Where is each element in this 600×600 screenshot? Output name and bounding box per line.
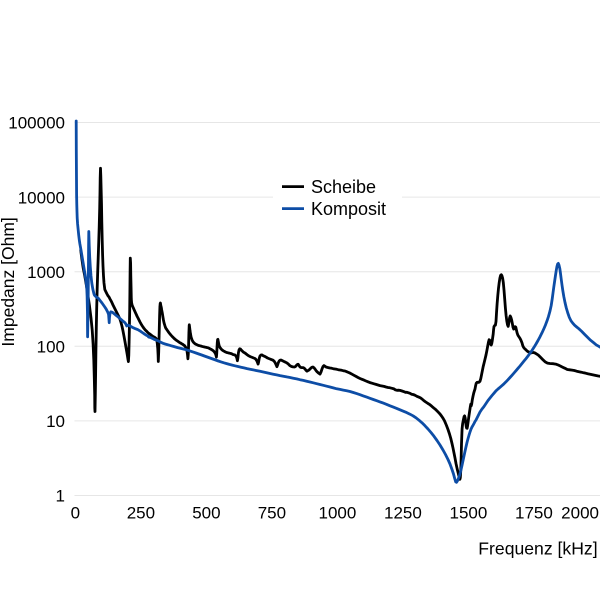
svg-text:1000: 1000 bbox=[27, 263, 65, 282]
svg-text:100000: 100000 bbox=[8, 114, 65, 133]
svg-text:1250: 1250 bbox=[384, 504, 422, 523]
svg-text:250: 250 bbox=[127, 504, 155, 523]
svg-text:10: 10 bbox=[46, 412, 65, 431]
svg-text:Frequenz [kHz]: Frequenz [kHz] bbox=[478, 538, 597, 558]
svg-text:2000: 2000 bbox=[561, 504, 599, 523]
svg-text:0: 0 bbox=[71, 504, 80, 523]
svg-text:1750: 1750 bbox=[515, 504, 553, 523]
svg-text:1000: 1000 bbox=[318, 504, 356, 523]
svg-text:100: 100 bbox=[37, 338, 65, 357]
svg-text:500: 500 bbox=[192, 504, 220, 523]
svg-text:Scheibe: Scheibe bbox=[311, 177, 376, 197]
svg-text:1: 1 bbox=[56, 487, 65, 506]
svg-text:Impedanz [Ohm]: Impedanz [Ohm] bbox=[0, 217, 18, 346]
svg-text:Komposit: Komposit bbox=[311, 199, 386, 219]
svg-text:1500: 1500 bbox=[449, 504, 487, 523]
svg-text:750: 750 bbox=[258, 504, 286, 523]
svg-text:10000: 10000 bbox=[18, 188, 65, 207]
